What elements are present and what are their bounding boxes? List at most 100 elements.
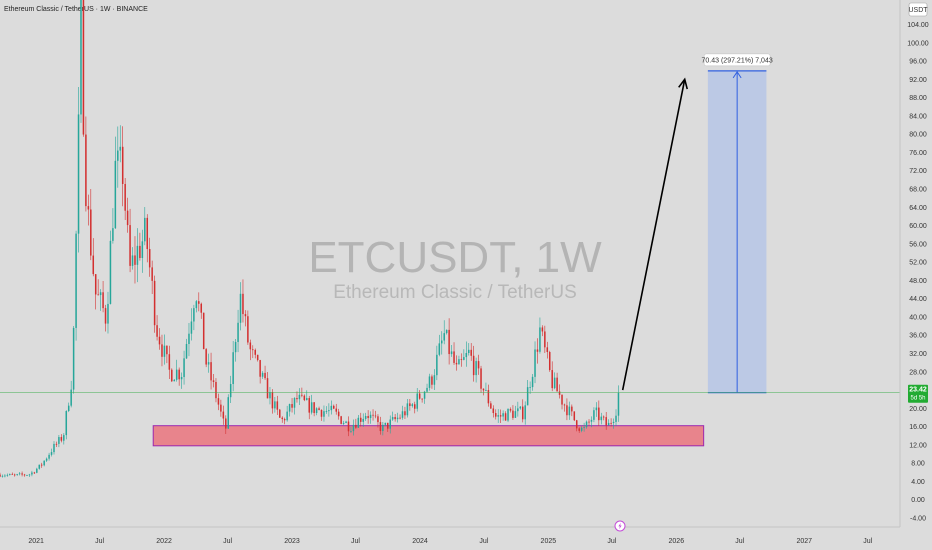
candle-body xyxy=(318,408,320,410)
candle-body xyxy=(134,255,136,265)
candle-body xyxy=(215,381,217,399)
candle-body xyxy=(558,391,561,395)
measure-label-box xyxy=(703,53,771,67)
candle-body xyxy=(504,413,507,421)
candle-body xyxy=(212,380,215,382)
candle-body xyxy=(502,413,504,417)
projection-layer: 70.43 (297.21%) 7,043 xyxy=(702,53,773,394)
candle-body xyxy=(38,464,41,469)
candle-body xyxy=(367,415,369,419)
candle-body xyxy=(31,472,33,475)
candle-body xyxy=(362,418,364,422)
candle-body xyxy=(259,360,261,377)
candle-body xyxy=(185,344,188,359)
candle-body xyxy=(210,362,212,381)
price-tick-label: 20.00 xyxy=(909,406,927,413)
candle-body xyxy=(9,473,11,475)
candle-body xyxy=(583,427,585,428)
candle-body xyxy=(470,349,472,356)
candle-body xyxy=(472,355,475,376)
candle-body xyxy=(401,411,404,418)
candle-body xyxy=(396,417,399,420)
price-tick-label: -4.00 xyxy=(910,516,926,523)
current-price-badge-box xyxy=(908,384,928,403)
candle-body xyxy=(593,410,595,420)
candle-body xyxy=(475,361,477,376)
candle-body xyxy=(384,422,387,425)
candle-body xyxy=(121,146,124,184)
candle-body xyxy=(445,329,448,334)
candle-body xyxy=(102,292,104,309)
candle-body xyxy=(237,322,239,342)
candle-body xyxy=(308,398,310,413)
candle-body xyxy=(333,405,335,409)
candle-body xyxy=(271,392,274,409)
candle-body xyxy=(455,362,458,365)
candle-body xyxy=(244,314,247,317)
countdown-value: 5d 5h xyxy=(910,396,925,402)
price-tick-label: 44.00 xyxy=(909,296,927,303)
candle-body xyxy=(36,468,38,473)
candle-body xyxy=(315,408,318,414)
candle-body xyxy=(458,359,460,365)
candle-body xyxy=(460,359,463,360)
time-tick-label: Jul xyxy=(479,538,488,545)
candle-body xyxy=(151,267,153,281)
candle-body xyxy=(337,411,340,417)
time-tick-label: Jul xyxy=(863,538,872,545)
price-tick-label: 80.00 xyxy=(909,132,927,139)
candle-body xyxy=(406,403,409,416)
candle-body xyxy=(382,424,384,432)
candle-body xyxy=(328,410,330,412)
candle-body xyxy=(482,388,485,391)
candle-body xyxy=(266,378,269,399)
candle-body xyxy=(45,458,48,461)
price-axis[interactable]: 104.00 100.00 96.00 92.00 88.00 84.00 80.00 76.… xyxy=(907,22,929,523)
candle-body xyxy=(573,411,576,421)
candle-body xyxy=(72,327,75,390)
candle-body xyxy=(50,452,53,455)
candle-body xyxy=(548,352,551,371)
candle-body xyxy=(350,431,352,432)
candle-body xyxy=(6,474,9,476)
candle-body xyxy=(109,240,112,304)
candle-body xyxy=(541,327,544,332)
candle-body xyxy=(610,422,612,424)
price-tick-label: 76.00 xyxy=(909,150,927,157)
currency-label[interactable]: USDT xyxy=(908,2,928,17)
candle-body xyxy=(173,379,176,382)
candle-body xyxy=(301,394,303,396)
support-zone-layer xyxy=(152,425,705,447)
candle-body xyxy=(254,349,257,355)
candle-body xyxy=(556,377,558,392)
time-tick-label: Jul xyxy=(735,538,744,545)
candle-body xyxy=(48,454,50,459)
time-axis[interactable]: 2021 Jul 2022 Jul 2023 Jul 2024 Jul 2025 Jul 2026 J… xyxy=(28,538,872,545)
candle-body xyxy=(377,416,379,423)
candle-body xyxy=(202,312,205,350)
candle-body xyxy=(70,389,72,406)
candle-body xyxy=(234,341,237,353)
candle-body xyxy=(77,114,80,234)
lightning-icon[interactable] xyxy=(614,520,626,532)
candle-body xyxy=(306,398,308,401)
candle-body xyxy=(404,411,406,416)
candle-body xyxy=(340,416,342,424)
candle-body xyxy=(514,411,517,418)
candle-body xyxy=(580,427,583,431)
candle-body xyxy=(521,406,524,420)
candle-body xyxy=(16,474,18,475)
candle-body xyxy=(11,473,14,475)
candle-body xyxy=(414,404,416,409)
candle-body xyxy=(227,397,230,429)
candle-body xyxy=(490,403,492,409)
candle-body xyxy=(602,416,605,418)
candle-body xyxy=(374,415,377,417)
candle-body xyxy=(97,294,99,296)
candle-body xyxy=(26,475,28,476)
candle-body xyxy=(387,422,389,429)
candle-body xyxy=(293,398,296,408)
candle-body xyxy=(99,292,102,296)
candle-body xyxy=(529,387,531,388)
